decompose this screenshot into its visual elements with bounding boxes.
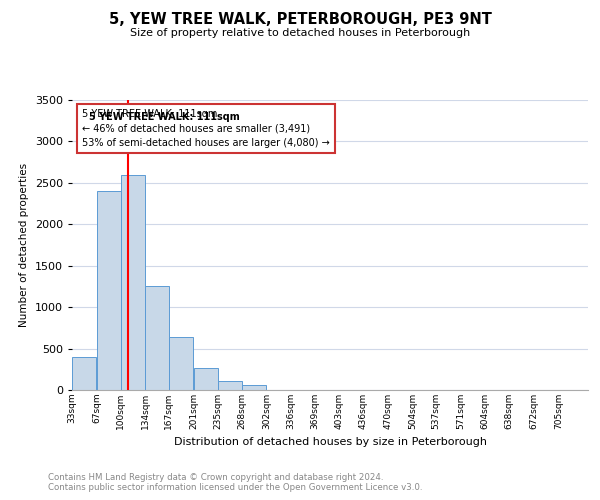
Bar [145, 286, 169, 390]
Bar [73, 357, 96, 390]
Bar [169, 337, 193, 390]
Bar [242, 385, 266, 390]
Text: 5, YEW TREE WALK, PETERBOROUGH, PE3 9NT: 5, YEW TREE WALK, PETERBOROUGH, PE3 9NT [109, 12, 491, 28]
Y-axis label: Number of detached properties: Number of detached properties [19, 163, 29, 327]
Text: Contains public sector information licensed under the Open Government Licence v3: Contains public sector information licen… [48, 484, 422, 492]
Bar [194, 368, 218, 390]
Bar [121, 174, 145, 390]
Text: 5 YEW TREE WALK: 111sqm: 5 YEW TREE WALK: 111sqm [89, 112, 239, 122]
Bar [218, 382, 242, 390]
Text: Size of property relative to detached houses in Peterborough: Size of property relative to detached ho… [130, 28, 470, 38]
Text: Contains HM Land Registry data © Crown copyright and database right 2024.: Contains HM Land Registry data © Crown c… [48, 474, 383, 482]
X-axis label: Distribution of detached houses by size in Peterborough: Distribution of detached houses by size … [173, 438, 487, 448]
Text: 5 YEW TREE WALK: 111sqm
← 46% of detached houses are smaller (3,491)
53% of semi: 5 YEW TREE WALK: 111sqm ← 46% of detache… [82, 108, 330, 148]
Bar [97, 191, 121, 390]
